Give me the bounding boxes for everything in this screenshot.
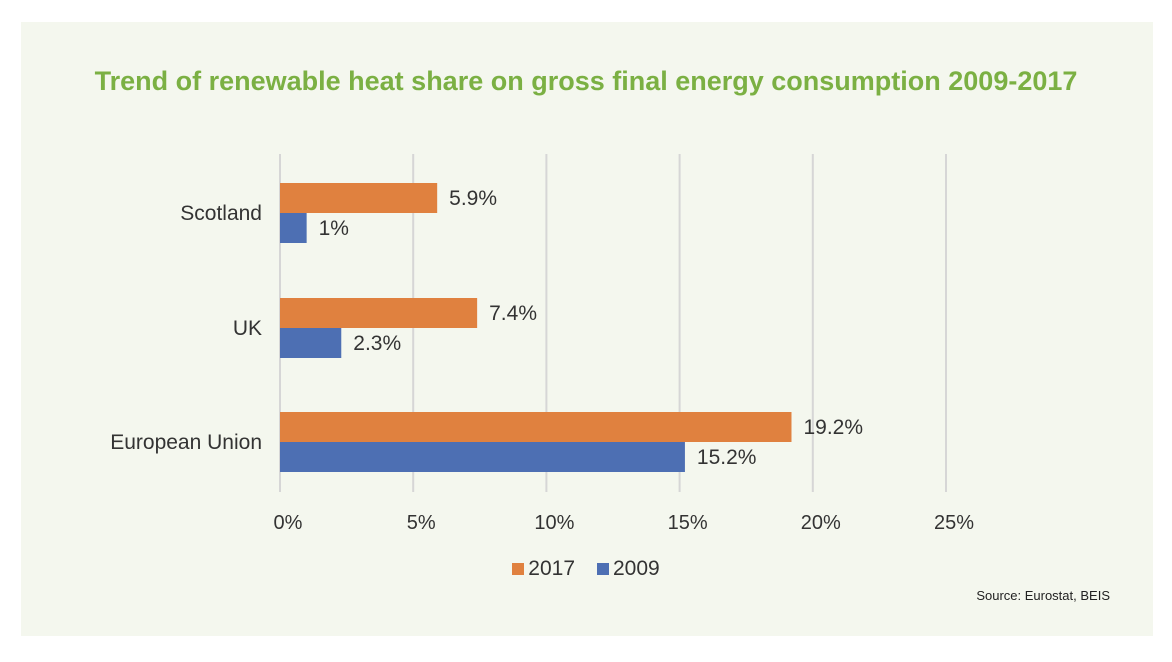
data-label: 15.2% [697, 446, 757, 469]
x-tick-label: 20% [801, 512, 841, 534]
x-tick-label: 15% [668, 512, 708, 534]
bar-2017-uk [280, 298, 478, 328]
legend-item-2009: 2009 [597, 557, 660, 581]
category-label: UK [233, 317, 262, 340]
x-tick-label: 0% [274, 512, 303, 534]
x-tick-label: 10% [534, 512, 574, 534]
legend-label-2017: 2017 [528, 557, 575, 580]
bar-2017-scotland [280, 183, 438, 213]
source-note: Source: Eurostat, BEIS [976, 588, 1110, 603]
data-label: 7.4% [489, 302, 537, 325]
category-label: Scotland [180, 202, 262, 225]
category-label: European Union [110, 431, 262, 454]
bar-2009-uk [280, 328, 342, 358]
chart-title: Trend of renewable heat share on gross f… [94, 66, 1078, 96]
bar-layer [280, 183, 792, 472]
data-label: 2.3% [353, 332, 401, 355]
legend-swatch-2017 [512, 563, 525, 575]
bar-2017-european-union [280, 412, 792, 442]
legend-item-2017: 2017 [512, 557, 575, 581]
x-tick-label: 5% [407, 512, 436, 534]
bar-2009-european-union [280, 442, 685, 472]
data-label: 5.9% [449, 187, 497, 210]
legend-label-2009: 2009 [613, 557, 660, 580]
chart-panel [21, 22, 1153, 636]
bar-2009-scotland [280, 213, 307, 243]
label-layer: 0% 5% 10% 15% 20% 25% Scotland 5.9% 1% UK 7.4% 2.3%… [110, 187, 974, 534]
legend: 2017 2009 [0, 557, 1172, 581]
data-label: 1% [319, 217, 349, 240]
data-label: 19.2% [803, 416, 863, 439]
x-tick-label: 25% [934, 512, 974, 534]
legend-swatch-2009 [597, 563, 609, 575]
